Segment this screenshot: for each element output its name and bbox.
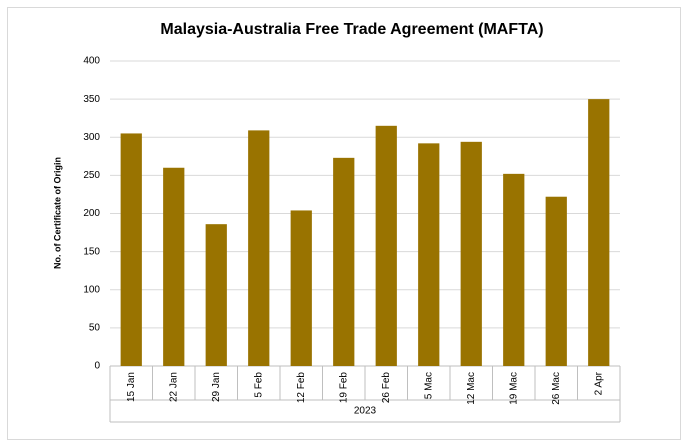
bar bbox=[120, 133, 142, 366]
x-tick-label: 5 Feb bbox=[253, 372, 264, 398]
bar bbox=[588, 99, 610, 366]
y-tick-label: 400 bbox=[83, 56, 100, 67]
x-tick-label: 12 Mac bbox=[466, 372, 477, 405]
x-tick-label: 22 Jan bbox=[168, 372, 179, 402]
x-tick-label: 26 Mac bbox=[551, 372, 562, 405]
bar bbox=[163, 167, 185, 366]
bar bbox=[460, 141, 482, 366]
x-tick-label: 2 Apr bbox=[593, 371, 604, 395]
y-tick-label: 0 bbox=[94, 361, 100, 372]
y-tick-label: 150 bbox=[83, 246, 100, 257]
x-tick-label: 26 Feb bbox=[381, 372, 392, 404]
x-tick-label: 15 Jan bbox=[126, 372, 137, 402]
bar bbox=[248, 130, 270, 366]
x-tick-label: 12 Feb bbox=[296, 372, 307, 404]
y-tick-label: 100 bbox=[83, 284, 100, 295]
bar bbox=[333, 157, 355, 366]
y-tick-label: 250 bbox=[83, 170, 100, 181]
x-tick-label: 5 Mac bbox=[423, 372, 434, 399]
bar bbox=[290, 210, 312, 366]
x-tick-label: 29 Jan bbox=[211, 372, 222, 402]
x-tick-label: 19 Mac bbox=[508, 372, 519, 405]
bar bbox=[375, 125, 397, 366]
bar bbox=[545, 196, 567, 366]
y-axis-label: No. of Certificate of Origin bbox=[52, 157, 62, 269]
bar bbox=[205, 224, 227, 366]
chart-title: Malaysia-Australia Free Trade Agreement … bbox=[160, 21, 543, 38]
y-tick-label: 350 bbox=[83, 94, 100, 105]
y-tick-label: 50 bbox=[89, 323, 101, 334]
x-group-label: 2023 bbox=[354, 406, 377, 417]
y-tick-label: 200 bbox=[83, 208, 100, 219]
bar bbox=[503, 173, 525, 366]
y-tick-label: 300 bbox=[83, 132, 100, 143]
bar bbox=[418, 143, 440, 366]
x-tick-label: 19 Feb bbox=[338, 372, 349, 404]
